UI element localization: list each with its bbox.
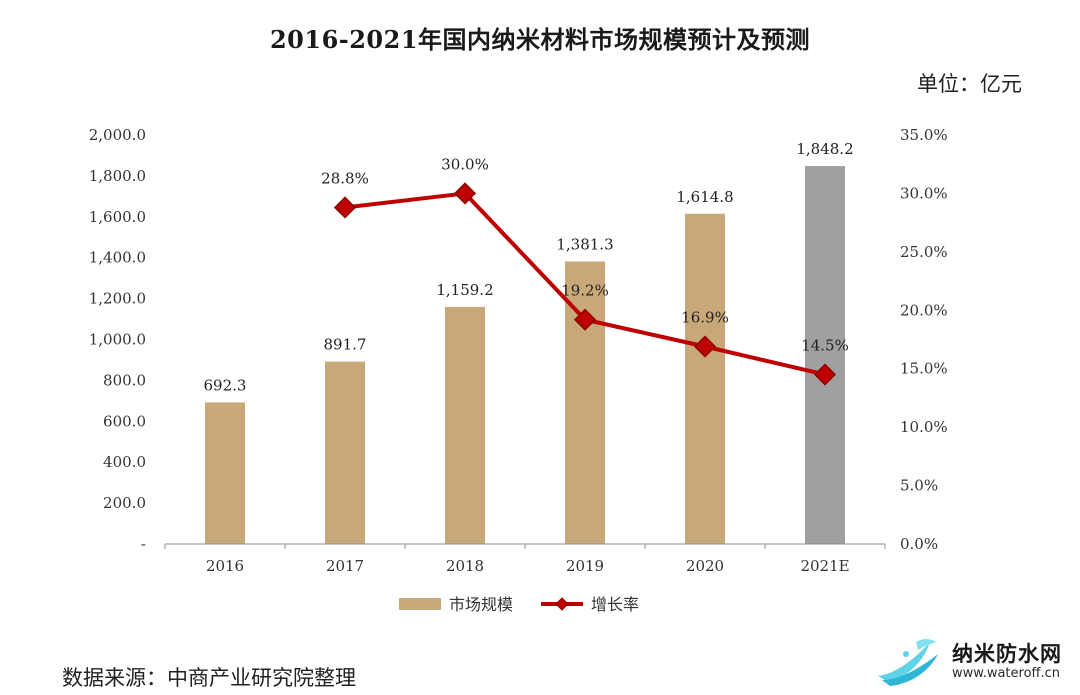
logo-url: www.wateroff.cn bbox=[952, 666, 1061, 681]
y-right-tick-label: 20.0% bbox=[900, 301, 948, 319]
y-left-tick-label: - bbox=[141, 535, 146, 553]
bar bbox=[325, 361, 365, 544]
legend-swatch-market-size bbox=[399, 598, 441, 610]
y-left-tick-label: 200.0 bbox=[103, 494, 146, 512]
bar-data-label: 891.7 bbox=[324, 336, 367, 354]
y-left-tick-label: 1,000.0 bbox=[89, 331, 146, 349]
y-left-tick-label: 1,800.0 bbox=[89, 167, 146, 185]
data-source: 数据来源：中商产业研究院整理 bbox=[62, 666, 356, 690]
bar bbox=[205, 402, 245, 544]
growth-rate-label: 28.8% bbox=[321, 169, 369, 187]
chart-title: 2016-2021年国内纳米材料市场规模预计及预测 bbox=[269, 25, 811, 54]
growth-rate-label: 14.5% bbox=[801, 337, 849, 355]
bar-data-label: 692.3 bbox=[204, 376, 247, 394]
growth-rate-marker bbox=[573, 308, 597, 331]
y-left-tick-label: 1,400.0 bbox=[89, 249, 146, 267]
y-left-tick-label: 1,600.0 bbox=[89, 208, 146, 226]
growth-rate-label: 16.9% bbox=[681, 309, 729, 327]
bar bbox=[805, 166, 845, 545]
legend-label-growth-rate: 增长率 bbox=[591, 595, 639, 614]
combo-chart: - 200.0 400.0 600.0 800.0 1,000.0 1,200.0 1,400… bbox=[89, 126, 948, 614]
y-right-tick-label: 25.0% bbox=[900, 243, 948, 261]
x-tick-label: 2019 bbox=[566, 557, 604, 575]
water-splash-icon bbox=[878, 639, 938, 686]
y-left-tick-label: 1,200.0 bbox=[89, 290, 146, 308]
x-tick-label: 2021E bbox=[800, 557, 849, 575]
x-tick-label: 2017 bbox=[326, 557, 364, 575]
y-left-tick-label: 2,000.0 bbox=[89, 126, 146, 144]
growth-rate-label: 30.0% bbox=[441, 155, 489, 173]
legend-label-market-size: 市场规模 bbox=[449, 595, 513, 614]
growth-rate-label: 19.2% bbox=[561, 282, 609, 300]
y-right-tick-label: 30.0% bbox=[900, 184, 948, 202]
y-left-tick-label: 400.0 bbox=[103, 453, 146, 471]
growth-rate-marker bbox=[333, 196, 357, 219]
growth-rate-marker bbox=[453, 182, 477, 205]
logo: 纳米防水网 www.wateroff.cn bbox=[872, 636, 1072, 692]
y-left-tick-label: 800.0 bbox=[103, 371, 146, 389]
logo-name: 纳米防水网 bbox=[952, 642, 1062, 666]
bar bbox=[685, 213, 725, 544]
y-right-tick-label: 5.0% bbox=[900, 477, 938, 495]
x-tick-label: 2020 bbox=[686, 557, 724, 575]
unit-label: 单位：亿元 bbox=[917, 72, 1022, 96]
y-left-tick-label: 600.0 bbox=[103, 412, 146, 430]
bar-data-label: 1,614.8 bbox=[676, 188, 733, 206]
y-right-tick-label: 10.0% bbox=[900, 418, 948, 436]
y-right-tick-label: 0.0% bbox=[900, 535, 938, 553]
growth-rate-marker bbox=[813, 363, 837, 386]
bar-data-label: 1,159.2 bbox=[436, 281, 493, 299]
x-tick-label: 2018 bbox=[446, 557, 484, 575]
x-tick-label: 2016 bbox=[206, 557, 244, 575]
bar-data-label: 1,848.2 bbox=[796, 140, 853, 158]
y-right-tick-label: 15.0% bbox=[900, 360, 948, 378]
bar-data-label: 1,381.3 bbox=[556, 236, 613, 254]
legend-swatch-growth-marker bbox=[555, 597, 569, 611]
growth-rate-marker bbox=[693, 335, 717, 358]
bar bbox=[445, 306, 485, 544]
y-right-tick-label: 35.0% bbox=[900, 126, 948, 144]
